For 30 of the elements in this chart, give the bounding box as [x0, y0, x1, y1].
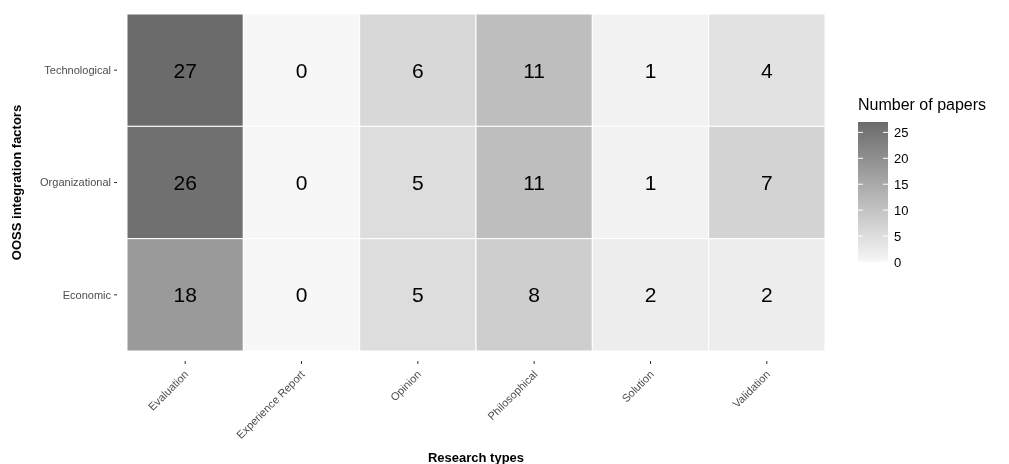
data-label: 11: [523, 170, 546, 194]
x-axis-title: Research types: [427, 450, 525, 464]
data-label: 1: [644, 170, 657, 194]
data-label: 27: [173, 58, 197, 82]
y-axis-title: OOSS integration factors: [9, 104, 24, 261]
data-label: 2: [644, 283, 657, 307]
color-bar-label: 20: [894, 150, 909, 166]
data-label: 7: [760, 170, 773, 194]
data-label: 5: [411, 283, 424, 307]
data-label: 6: [411, 58, 424, 82]
data-label: 0: [295, 283, 308, 307]
color-bar-label: 10: [894, 202, 909, 218]
data-label: 18: [173, 283, 197, 307]
data-label: 1: [644, 58, 657, 82]
y-tick-label: Technological: [44, 64, 111, 77]
color-bar-title: Number of papers: [858, 96, 987, 113]
y-tick-label: Organizational: [40, 176, 111, 189]
color-bar-label: 25: [894, 124, 909, 140]
data-label: 11: [523, 58, 546, 82]
data-label: 4: [760, 58, 773, 82]
data-label: 26: [173, 170, 197, 194]
data-label: 0: [295, 58, 308, 82]
color-bar-label: 5: [894, 228, 902, 244]
y-tick-label: Economic: [62, 288, 112, 301]
color-bar-label: 0: [894, 254, 902, 270]
data-label: 0: [295, 170, 308, 194]
color-bar-label: 15: [894, 176, 909, 192]
data-label: 2: [760, 283, 773, 307]
data-label: 5: [411, 170, 424, 194]
data-label: 8: [528, 283, 541, 307]
